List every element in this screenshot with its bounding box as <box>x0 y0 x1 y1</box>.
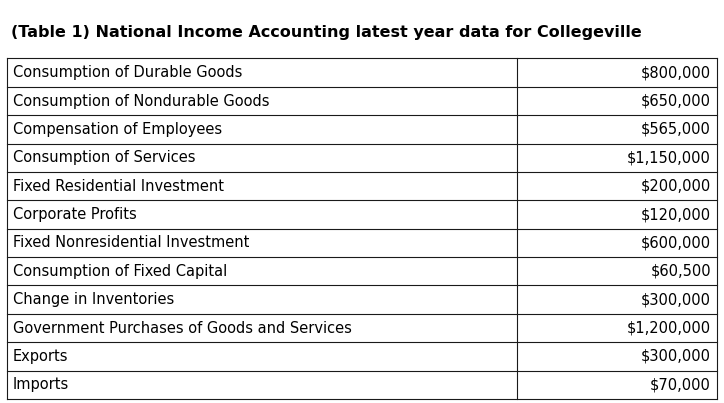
Text: $800,000: $800,000 <box>641 65 711 80</box>
Text: Change in Inventories: Change in Inventories <box>13 292 174 307</box>
Text: $600,000: $600,000 <box>641 235 711 250</box>
Text: Imports: Imports <box>13 377 70 392</box>
Text: Exports: Exports <box>13 349 69 364</box>
Text: $1,150,000: $1,150,000 <box>627 150 711 165</box>
Text: (Table 1) National Income Accounting latest year data for Collegeville: (Table 1) National Income Accounting lat… <box>11 25 641 40</box>
Text: Government Purchases of Goods and Services: Government Purchases of Goods and Servic… <box>13 320 352 336</box>
Text: Compensation of Employees: Compensation of Employees <box>13 122 222 137</box>
Text: $70,000: $70,000 <box>650 377 711 392</box>
Text: $650,000: $650,000 <box>641 93 711 108</box>
Text: $300,000: $300,000 <box>641 349 711 364</box>
Text: $300,000: $300,000 <box>641 292 711 307</box>
Text: $565,000: $565,000 <box>641 122 711 137</box>
Text: Corporate Profits: Corporate Profits <box>13 207 137 222</box>
Text: $60,500: $60,500 <box>650 264 711 279</box>
Text: $1,200,000: $1,200,000 <box>627 320 711 336</box>
Text: Fixed Nonresidential Investment: Fixed Nonresidential Investment <box>13 235 249 250</box>
Text: Fixed Residential Investment: Fixed Residential Investment <box>13 179 224 193</box>
Text: Consumption of Fixed Capital: Consumption of Fixed Capital <box>13 264 227 279</box>
Text: $200,000: $200,000 <box>641 179 711 193</box>
Text: Consumption of Services: Consumption of Services <box>13 150 195 165</box>
Text: Consumption of Durable Goods: Consumption of Durable Goods <box>13 65 243 80</box>
Text: Consumption of Nondurable Goods: Consumption of Nondurable Goods <box>13 93 269 108</box>
Text: $120,000: $120,000 <box>641 207 711 222</box>
